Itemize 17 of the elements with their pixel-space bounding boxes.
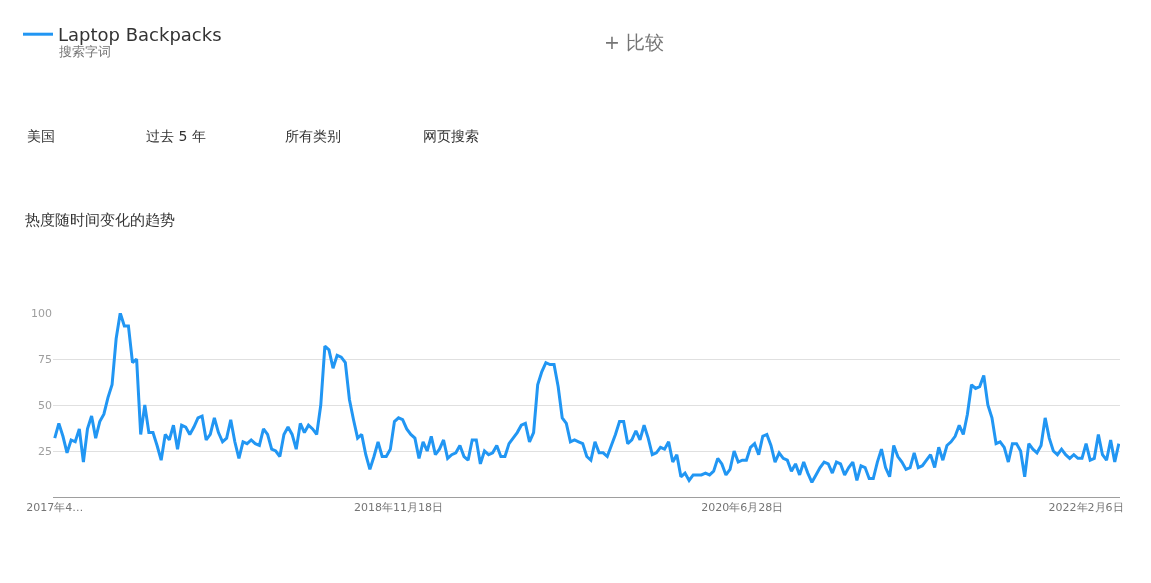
x-tick-label: 2018年11月18日 (354, 501, 444, 515)
x-tick-label: 2017年4… (26, 501, 84, 515)
x-tick-label: 2022年2月6日 (1048, 501, 1124, 515)
text: 网页搜索 (423, 128, 479, 144)
y-tick-label: 100 (31, 306, 52, 320)
legend-label: Laptop Backpacks (58, 24, 222, 46)
text: 过去 5 年 (146, 128, 206, 144)
text: 美国 (27, 128, 55, 144)
text: 所有类别 (285, 128, 341, 144)
text: 搜索字词 (59, 44, 111, 59)
line-series (53, 313, 1120, 484)
y-tick-label: 75 (38, 352, 52, 366)
x-tick-label: 2020年6月28日 (701, 501, 784, 515)
text: + 比较 (604, 31, 664, 53)
y-tick-label: 25 (38, 444, 52, 458)
y-tick-label: 50 (38, 398, 52, 412)
chart-title: 热度随时间变化的趋势 (25, 211, 175, 229)
